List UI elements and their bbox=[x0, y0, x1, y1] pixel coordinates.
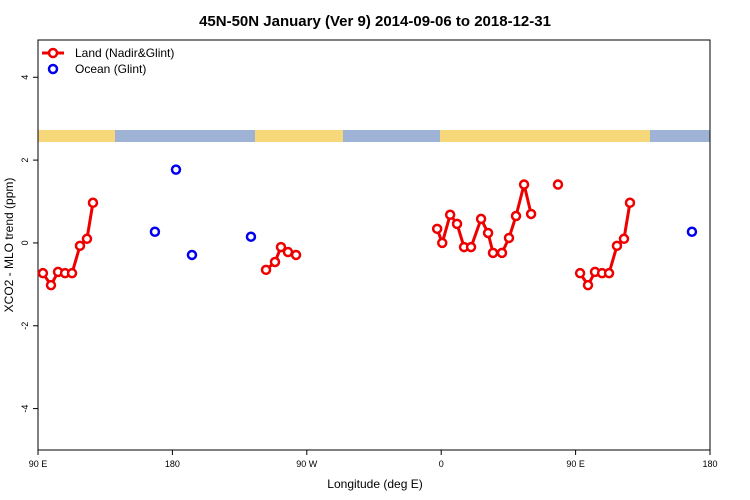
legend-label: Ocean (Glint) bbox=[75, 62, 146, 76]
data-point bbox=[260, 264, 272, 276]
data-point bbox=[431, 223, 443, 235]
y-tick-label: -4 bbox=[20, 405, 30, 413]
data-point bbox=[475, 213, 487, 225]
legend-marker bbox=[47, 47, 59, 59]
data-point bbox=[510, 210, 522, 222]
data-point bbox=[552, 179, 564, 190]
data-point bbox=[45, 279, 57, 291]
data-point bbox=[482, 227, 494, 239]
legend-label: Land (Nadir&Glint) bbox=[75, 46, 174, 60]
data-point bbox=[37, 267, 49, 279]
x-tick-label: 90 E bbox=[29, 459, 48, 469]
y-tick-label: 0 bbox=[20, 240, 30, 245]
data-point bbox=[245, 231, 257, 242]
data-point bbox=[603, 267, 615, 279]
plot-frame bbox=[37, 39, 711, 451]
data-point bbox=[686, 226, 698, 237]
x-tick-label: 180 bbox=[702, 459, 717, 469]
data-point bbox=[503, 232, 515, 244]
data-point bbox=[436, 237, 448, 249]
x-tick-label: 0 bbox=[439, 459, 444, 469]
data-point bbox=[465, 241, 477, 253]
data-point bbox=[624, 197, 636, 209]
data-point bbox=[582, 279, 594, 291]
data-point bbox=[275, 241, 287, 253]
data-point bbox=[451, 218, 463, 230]
data-point bbox=[66, 267, 78, 279]
data-point bbox=[611, 240, 623, 252]
y-tick-label: -2 bbox=[20, 322, 30, 330]
data-point bbox=[74, 240, 86, 252]
x-tick-label: 90 E bbox=[566, 459, 585, 469]
map-strip bbox=[38, 130, 710, 142]
y-tick-label: 4 bbox=[20, 75, 30, 80]
data-point bbox=[269, 256, 281, 268]
x-tick-label: 180 bbox=[165, 459, 180, 469]
data-point bbox=[149, 226, 161, 237]
data-point bbox=[444, 209, 456, 221]
x-axis-label: Longitude (deg E) bbox=[327, 477, 422, 491]
data-point bbox=[170, 164, 182, 175]
data-point bbox=[87, 197, 99, 209]
data-point bbox=[81, 233, 93, 245]
legend-marker bbox=[47, 63, 59, 75]
x-tick-label: 90 W bbox=[296, 459, 318, 469]
data-point bbox=[525, 208, 537, 220]
y-tick-label: 2 bbox=[20, 158, 30, 163]
data-point bbox=[290, 249, 302, 261]
data-point bbox=[618, 233, 630, 245]
y-axis-label: XCO2 - MLO trend (ppm) bbox=[2, 178, 16, 313]
data-point bbox=[487, 247, 499, 259]
data-point bbox=[186, 249, 198, 261]
chart-title: 45N-50N January (Ver 9) 2014-09-06 to 20… bbox=[199, 13, 551, 30]
data-point bbox=[518, 179, 530, 190]
data-point bbox=[496, 247, 508, 259]
data-point bbox=[282, 246, 294, 258]
data-point bbox=[574, 267, 586, 279]
